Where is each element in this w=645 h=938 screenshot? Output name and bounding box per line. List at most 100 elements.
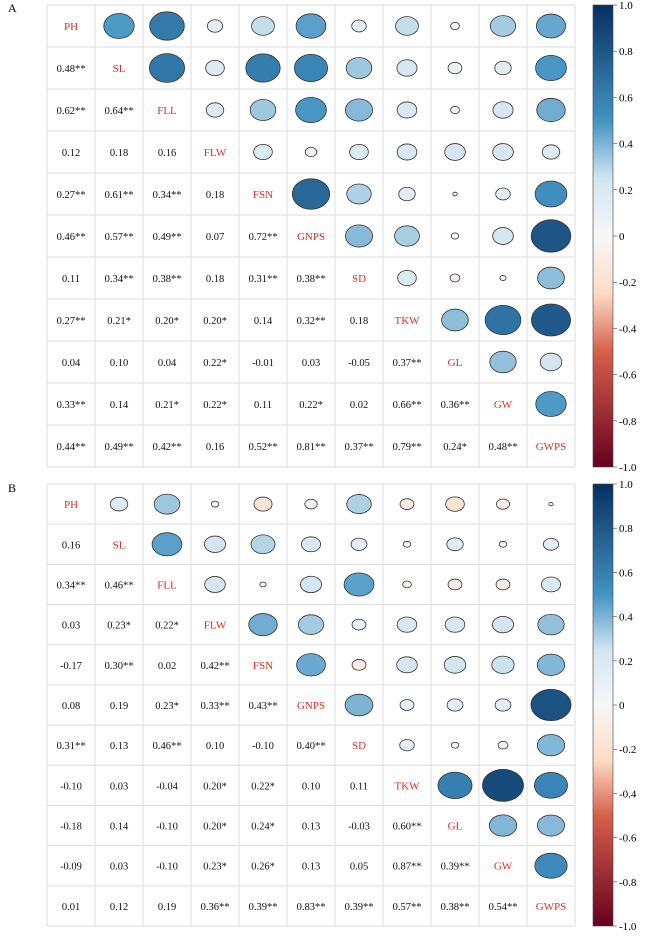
correlation-circle — [109, 496, 129, 512]
correlation-circle — [444, 616, 466, 633]
correlation-value: 0.10 — [206, 741, 224, 752]
correlation-value: 0.14 — [110, 400, 129, 411]
correlation-value: 0.21* — [107, 316, 131, 327]
legend-tick-label: -1.0 — [619, 921, 637, 933]
correlation-value: 0.11 — [350, 781, 368, 792]
correlation-circle — [495, 498, 510, 510]
correlation-circle — [398, 186, 416, 202]
correlation-value: 0.46** — [57, 232, 86, 243]
correlation-circle — [345, 224, 373, 248]
color-legend: 1.0 0.8 0.6 0.4 0.2 0 -0.2 -0.4 -0.6 -0.8 -1.0 — [592, 0, 637, 474]
correlation-value: 0.14 — [110, 822, 129, 833]
color-legend: 1.0 0.8 0.6 0.4 0.2 0 -0.2 -0.4 -0.6 -0.8 -1.0 — [592, 479, 637, 933]
variable-label: GWPS — [536, 901, 567, 913]
correlation-value: 0.04 — [62, 358, 81, 369]
correlation-value: 0.11 — [62, 274, 80, 285]
correlation-value: 0.22* — [251, 781, 275, 792]
correlation-circle — [345, 57, 373, 79]
correlation-circle — [441, 308, 469, 332]
correlation-circle — [253, 496, 273, 512]
variable-label: TKW — [394, 780, 420, 792]
correlation-value: 0.12 — [110, 902, 128, 913]
correlation-value: 0.52** — [249, 442, 278, 453]
correlation-value: 0.07 — [206, 232, 224, 243]
correlation-circle — [497, 740, 509, 750]
correlation-value: 0.13 — [302, 822, 320, 833]
correlation-value: -0.03 — [348, 822, 370, 833]
correlation-circle — [450, 741, 460, 749]
legend-tick-label: 0.2 — [619, 185, 633, 197]
correlation-circle — [482, 769, 524, 802]
correlation-circle — [346, 183, 372, 205]
correlation-value: 0.46** — [153, 741, 182, 752]
legend-tick-label: 0.2 — [619, 656, 633, 668]
correlation-circle — [492, 616, 514, 634]
correlation-circle — [530, 219, 572, 253]
correlation-value: 0.22* — [155, 621, 179, 632]
correlation-circle — [249, 99, 277, 121]
correlation-circle — [259, 581, 267, 588]
correlation-value: 0.23* — [203, 862, 227, 873]
correlation-value: 0.66** — [393, 400, 422, 411]
correlation-value: 0.20* — [155, 316, 179, 327]
correlation-circle — [210, 500, 220, 508]
correlation-value: 0.48** — [489, 442, 518, 453]
correlation-circle — [447, 578, 463, 591]
correlation-circle — [452, 191, 458, 197]
correlation-circle — [399, 739, 415, 752]
correlation-value: 0.42** — [201, 661, 230, 672]
correlation-value: 0.87** — [393, 862, 422, 873]
variable-label: PH — [64, 499, 78, 511]
correlation-circle — [253, 143, 273, 161]
correlation-value: 0.42** — [153, 442, 182, 453]
correlation-circle — [484, 304, 522, 336]
correlation-value: 0.10 — [302, 781, 320, 792]
correlation-value: 0.03 — [302, 358, 320, 369]
correlation-value: 0.10 — [110, 358, 128, 369]
correlation-value: 0.34** — [57, 580, 86, 591]
variable-label: SD — [352, 740, 366, 752]
correlation-circle — [443, 656, 467, 674]
variable-label: FLW — [204, 147, 227, 159]
correlation-circle — [446, 537, 464, 552]
correlation-value: 0.24* — [443, 442, 467, 453]
correlation-value: 0.37** — [393, 358, 422, 369]
correlation-value: 0.46** — [105, 580, 134, 591]
correlation-circle — [295, 97, 327, 124]
correlation-value: 0.64** — [105, 106, 134, 117]
correlation-value: 0.03 — [110, 862, 128, 873]
correlation-value: 0.57** — [393, 902, 422, 913]
correlation-circle — [450, 232, 460, 240]
correlation-value: 0.11 — [254, 400, 272, 411]
correlation-circle — [537, 613, 565, 636]
correlation-value: -0.04 — [156, 781, 179, 792]
correlation-value: 0.39** — [441, 862, 470, 873]
correlation-value: 0.44** — [57, 442, 86, 453]
correlation-circle — [250, 534, 276, 555]
variable-label: GWPS — [536, 441, 567, 453]
correlation-value: 0.49** — [153, 232, 182, 243]
correlation-circle — [489, 350, 517, 374]
correlation-circle — [492, 227, 514, 245]
variable-label: GW — [494, 861, 513, 873]
correlation-circle — [536, 13, 566, 39]
correlation-circle — [447, 61, 463, 75]
variable-label: FSN — [253, 189, 273, 201]
correlation-value: 0.33** — [57, 400, 86, 411]
correlation-circle — [396, 59, 418, 77]
correlation-circle — [535, 391, 567, 417]
correlation-circle — [491, 655, 515, 674]
variable-label: TKW — [394, 315, 420, 327]
correlation-value: 0.24* — [251, 822, 275, 833]
legend-tick-label: 0.6 — [619, 92, 633, 104]
correlation-circle — [402, 540, 412, 548]
legend-bar — [592, 483, 614, 927]
correlation-value: 0.48** — [57, 64, 86, 75]
correlation-circle — [300, 575, 322, 594]
correlation-value: 0.30** — [105, 661, 134, 672]
correlation-value: 0.62** — [57, 106, 86, 117]
correlation-value: -0.10 — [156, 822, 178, 833]
correlation-value: 0.22* — [203, 358, 227, 369]
correlation-value: 0.26* — [251, 862, 275, 873]
correlation-value: 0.18 — [206, 274, 224, 285]
